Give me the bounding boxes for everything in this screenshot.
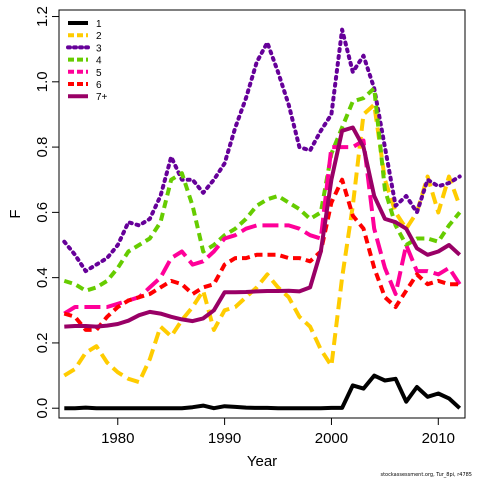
legend-label-4: 4 bbox=[96, 56, 102, 67]
legend-label-6: 6 bbox=[96, 80, 102, 91]
x-axis: 1980 1990 2000 2010 bbox=[101, 418, 455, 447]
x-tick-label: 1990 bbox=[208, 430, 241, 447]
x-tick-label: 2000 bbox=[315, 430, 348, 447]
y-tick-label: 0.0 bbox=[34, 398, 51, 419]
legend-label-3: 3 bbox=[96, 43, 102, 54]
series-line-6 bbox=[63, 177, 460, 332]
y-tick-label: 0.4 bbox=[34, 267, 51, 288]
legend-label-1: 1 bbox=[96, 19, 102, 30]
y-tick-label: 1.2 bbox=[34, 6, 51, 27]
x-tick-label: 1980 bbox=[101, 430, 134, 447]
series-line-7 bbox=[64, 125, 462, 329]
plot-frame bbox=[58, 9, 466, 419]
series-line-4 bbox=[63, 86, 462, 293]
y-tick-label: 0.6 bbox=[34, 202, 51, 223]
legend-label-5: 5 bbox=[96, 68, 102, 79]
series-line-2 bbox=[63, 102, 462, 385]
y-axis: 0.0 0.2 0.4 0.6 0.8 1.0 1.2 bbox=[34, 6, 59, 419]
y-axis-title: F bbox=[7, 209, 24, 218]
credit-text: stockassessment.org, Tur_8pi, r4785 bbox=[380, 472, 472, 478]
series-line-1 bbox=[64, 373, 462, 411]
legend-label-2: 2 bbox=[96, 31, 102, 42]
x-axis-title: Year bbox=[247, 453, 277, 470]
series-layer bbox=[62, 27, 462, 411]
legend-label-7: 7+ bbox=[96, 92, 108, 103]
y-tick-label: 0.2 bbox=[34, 332, 51, 353]
x-tick-label: 2010 bbox=[422, 430, 455, 447]
y-tick-label: 1.0 bbox=[34, 71, 51, 92]
series-line-3 bbox=[62, 27, 462, 274]
y-tick-label: 0.8 bbox=[34, 137, 51, 158]
